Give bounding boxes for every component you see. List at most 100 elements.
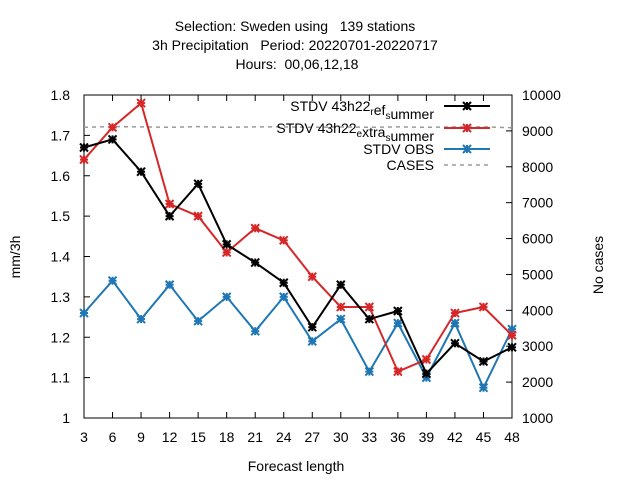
y2-tick-label: 7000 bbox=[522, 195, 553, 211]
data-point bbox=[193, 179, 203, 189]
series-0 bbox=[79, 134, 517, 379]
data-point bbox=[193, 211, 203, 221]
x-tick-label: 21 bbox=[247, 429, 263, 445]
y2-tick-label: 5000 bbox=[522, 266, 553, 282]
legend-marker bbox=[462, 144, 472, 154]
x-tick-label: 6 bbox=[109, 429, 117, 445]
data-point bbox=[507, 330, 517, 340]
data-point bbox=[450, 338, 460, 349]
series-line bbox=[83, 138, 513, 376]
y2-tick-label: 3000 bbox=[522, 338, 553, 354]
data-point bbox=[478, 302, 489, 312]
x-tick-label: 18 bbox=[219, 429, 235, 445]
y-tick-label: 1.4 bbox=[51, 249, 71, 265]
series-1 bbox=[79, 98, 517, 377]
y2-tick-label: 10000 bbox=[522, 87, 561, 103]
legend-marker bbox=[462, 101, 472, 111]
data-point bbox=[478, 356, 489, 367]
data-point bbox=[421, 354, 432, 365]
chart-title: Selection: Sweden using 139 stations 3h … bbox=[152, 18, 438, 72]
data-point bbox=[450, 308, 460, 318]
data-point bbox=[136, 167, 146, 177]
data-point bbox=[307, 322, 317, 332]
data-point bbox=[79, 142, 89, 153]
x-tick-label: 3 bbox=[80, 429, 88, 445]
legend-label: CASES bbox=[387, 157, 434, 173]
x-tick-label: 45 bbox=[476, 429, 492, 445]
series-layer bbox=[79, 98, 517, 393]
data-point bbox=[221, 292, 232, 302]
x-axis-label: Forecast length bbox=[248, 458, 345, 474]
data-point bbox=[250, 326, 260, 336]
data-point bbox=[478, 383, 489, 393]
data-point bbox=[136, 314, 146, 324]
y2-tick-label: 6000 bbox=[522, 231, 553, 247]
y-tick-label: 1.1 bbox=[51, 370, 71, 386]
legend-label: STDV 43h22extrasummer bbox=[276, 120, 434, 144]
series-line bbox=[83, 101, 513, 373]
x-tick-label: 39 bbox=[419, 429, 435, 445]
x-tick-label: 30 bbox=[333, 429, 349, 445]
data-point bbox=[107, 134, 118, 145]
data-point bbox=[364, 366, 375, 377]
y-tick-label: 1.7 bbox=[51, 127, 71, 143]
data-point bbox=[164, 211, 175, 221]
data-point bbox=[279, 235, 289, 246]
data-point bbox=[221, 247, 232, 258]
data-point bbox=[107, 122, 118, 133]
x-tick-label: 33 bbox=[362, 429, 378, 445]
title-line-3: Hours: 00,06,12,18 bbox=[236, 56, 359, 72]
data-point bbox=[336, 280, 346, 290]
y2-axis-label: No cases bbox=[590, 236, 606, 294]
y-tick-label: 1.6 bbox=[51, 168, 71, 184]
title-line-2: 3h Precipitation Period: 20220701-202207… bbox=[152, 37, 438, 53]
y-tick-label: 1.8 bbox=[51, 87, 71, 103]
x-tick-label: 24 bbox=[276, 429, 292, 445]
legend-label: STDV OBS bbox=[363, 141, 434, 157]
series-line bbox=[83, 279, 513, 391]
data-point bbox=[336, 302, 346, 312]
data-point bbox=[450, 318, 460, 328]
y-tick-label: 1.2 bbox=[51, 329, 71, 345]
plot-area: 1 1.1 1.2 1.3 1.4 1.5 1.6 1.7 1.8 1000 2000 3000 400… bbox=[51, 87, 562, 445]
data-point bbox=[250, 223, 260, 233]
y2-tick-label: 1000 bbox=[522, 410, 553, 426]
legend-entry-1: STDV 43h22extrasummer bbox=[276, 120, 490, 144]
data-point bbox=[79, 154, 89, 165]
x-tick-label: 27 bbox=[304, 429, 320, 445]
data-point bbox=[507, 342, 517, 353]
data-point bbox=[393, 366, 403, 377]
y2-tick-label: 8000 bbox=[522, 159, 553, 175]
x-tick-label: 42 bbox=[447, 429, 463, 445]
title-line-1: Selection: Sweden using 139 stations bbox=[175, 18, 416, 34]
data-point bbox=[279, 278, 289, 288]
data-point bbox=[421, 368, 432, 379]
data-point bbox=[393, 318, 403, 328]
data-point bbox=[279, 292, 289, 302]
data-point bbox=[364, 302, 375, 312]
legend-entry-2: STDV OBS bbox=[363, 141, 490, 157]
data-point bbox=[136, 98, 146, 108]
x-tick-label: 36 bbox=[390, 429, 406, 445]
y-axis-label: mm/3h bbox=[7, 236, 23, 279]
data-point bbox=[307, 336, 317, 346]
data-point bbox=[193, 316, 203, 326]
data-point bbox=[164, 199, 175, 209]
data-point bbox=[307, 271, 317, 282]
x-tick-label: 15 bbox=[190, 429, 206, 445]
x-tick-label: 48 bbox=[504, 429, 520, 445]
legend-label: STDV 43h22refsummer bbox=[290, 98, 434, 122]
plot-frame bbox=[83, 94, 513, 419]
y2-tick-label: 9000 bbox=[522, 123, 553, 139]
y-tick-label: 1.5 bbox=[51, 208, 71, 224]
data-point bbox=[107, 276, 118, 286]
y-tick-label: 1.3 bbox=[51, 289, 71, 305]
data-point bbox=[221, 239, 232, 250]
legend-entry-3: CASES bbox=[387, 157, 490, 173]
y-tick-label: 1 bbox=[62, 410, 70, 426]
series-2 bbox=[79, 276, 517, 393]
data-point bbox=[364, 314, 375, 324]
legend-marker bbox=[462, 123, 472, 133]
x-tick-label: 9 bbox=[137, 429, 145, 445]
